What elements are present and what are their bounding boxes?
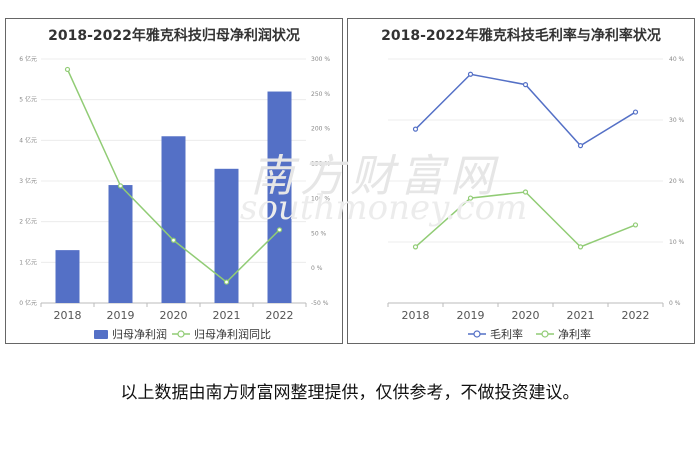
y-right-tick-label: 10 %	[669, 239, 685, 246]
legend-label-bar: 归母净利润	[112, 327, 167, 341]
x-tick-label: 2022	[622, 309, 650, 322]
point-series-1	[632, 222, 639, 228]
right-chart-svg: 0 % 10 % 20 % 30 % 40 % 2018 2019 2020 2021 2022 毛…	[387, 56, 685, 341]
y-right-tick-label: 0 %	[669, 300, 681, 307]
y-right-tick-label: 250 %	[311, 91, 330, 98]
point-yoy-growth	[170, 237, 177, 243]
left-chart-svg: 0 亿元 1 亿元 2 亿元 3 亿元 4 亿元 5 亿元 6 亿元 -50 % 0 % 50 %…	[19, 55, 330, 341]
y-right-tick-label: 300 %	[311, 56, 330, 63]
legend-marker-line	[177, 330, 185, 338]
y-left-tick-label: 0 亿元	[19, 299, 37, 307]
footnote-disclaimer: 以上数据由南方财富网整理提供，仅供参考，不做投资建议。	[120, 383, 580, 403]
bar-guimu-jinglirun	[161, 136, 186, 303]
point-yoy-growth	[223, 279, 230, 285]
point-series-0	[577, 143, 584, 149]
point-series-1	[467, 195, 474, 201]
point-yoy-growth	[276, 227, 283, 233]
y-right-tick-label: 40 %	[669, 56, 685, 63]
y-right-tick-label: -50 %	[311, 300, 329, 307]
point-yoy-growth	[64, 66, 71, 73]
y-right-tick-label: 20 %	[669, 178, 685, 185]
x-tick-label: 2020	[160, 309, 188, 322]
legend-marker-series-1	[541, 330, 549, 338]
x-tick-label: 2019	[457, 309, 485, 322]
point-series-0	[632, 109, 639, 115]
y-left-tick-label: 5 亿元	[19, 96, 37, 104]
legend-label-series-1: 净利率	[558, 327, 591, 341]
y-right-tick-label: 30 %	[669, 117, 685, 124]
y-left-tick-label: 2 亿元	[19, 218, 37, 226]
x-tick-label: 2021	[567, 309, 595, 322]
right-chart-panel: 2018-2022年雅克科技毛利率与净利率状况 0 % 10 % 20 % 30 % 4…	[347, 18, 695, 344]
point-series-0	[467, 71, 474, 77]
y-left-tick-label: 6 亿元	[19, 55, 37, 63]
y-right-tick-label: 150 %	[311, 161, 330, 168]
bar-guimu-jinglirun	[55, 250, 80, 303]
legend-label-series-0: 毛利率	[490, 327, 523, 341]
bar-guimu-jinglirun	[267, 91, 292, 304]
point-series-1	[412, 244, 419, 250]
x-tick-label: 2022	[266, 309, 294, 322]
x-tick-label: 2019	[107, 309, 135, 322]
watermark-english: southmoney.com	[240, 188, 528, 228]
right-chart-title: 2018-2022年雅克科技毛利率与净利率状况	[381, 28, 661, 44]
point-series-1	[522, 189, 529, 195]
y-left-tick-label: 3 亿元	[19, 177, 37, 185]
point-series-0	[412, 126, 419, 132]
point-series-1	[577, 244, 584, 250]
left-chart-panel: 2018-2022年雅克科技归母净利润状况 0 亿元 1 亿元 2 亿元 3 亿元 4 …	[5, 18, 343, 344]
x-tick-label: 2020	[512, 309, 540, 322]
legend-marker-series-0	[473, 330, 481, 338]
x-tick-label: 2018	[402, 309, 430, 322]
point-series-0	[522, 82, 529, 88]
bar-guimu-jinglirun	[108, 185, 133, 303]
y-left-tick-label: 4 亿元	[19, 136, 37, 144]
point-yoy-growth	[117, 183, 124, 189]
y-right-tick-label: 0 %	[311, 265, 323, 272]
left-chart-title: 2018-2022年雅克科技归母净利润状况	[48, 28, 300, 44]
y-right-tick-label: 50 %	[311, 230, 327, 237]
watermark-chinese: 南方财富网	[250, 151, 500, 202]
x-tick-label: 2018	[54, 309, 82, 322]
y-right-tick-label: 200 %	[311, 126, 330, 133]
y-right-tick-label: 100 %	[311, 195, 330, 202]
y-left-tick-label: 1 亿元	[19, 258, 37, 266]
legend-swatch-bar	[94, 330, 108, 339]
legend-label-line: 归母净利润同比	[194, 327, 271, 341]
x-tick-label: 2021	[213, 309, 241, 322]
